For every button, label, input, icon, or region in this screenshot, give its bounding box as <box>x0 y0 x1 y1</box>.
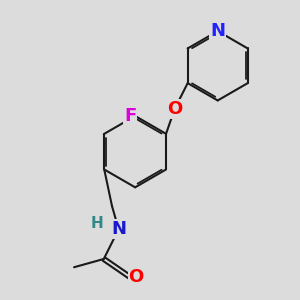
Text: H: H <box>91 216 103 231</box>
Text: O: O <box>167 100 182 118</box>
Text: F: F <box>124 107 136 125</box>
Text: N: N <box>210 22 225 40</box>
Text: N: N <box>111 220 126 238</box>
Text: O: O <box>128 268 144 286</box>
